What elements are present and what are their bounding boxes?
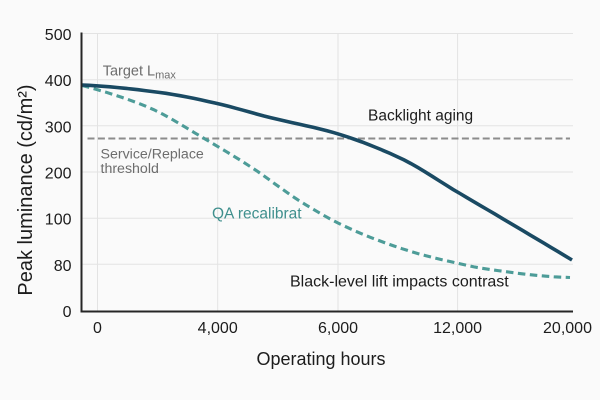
svg-text:500: 500 <box>45 27 72 44</box>
svg-text:6,000: 6,000 <box>318 320 358 337</box>
svg-text:threshold: threshold <box>101 161 159 177</box>
svg-text:12,000: 12,000 <box>433 320 482 337</box>
svg-text:200: 200 <box>45 166 72 183</box>
svg-text:80: 80 <box>54 258 72 275</box>
svg-text:QA recalibrat: QA recalibrat <box>212 206 302 223</box>
svg-text:0: 0 <box>93 320 102 337</box>
svg-text:Black-level lift impacts contr: Black-level lift impacts contrast <box>290 274 509 291</box>
svg-text:0: 0 <box>63 304 72 321</box>
svg-text:Peak luminance (cd/m²): Peak luminance (cd/m²) <box>15 84 37 295</box>
svg-text:Backlight aging: Backlight aging <box>368 108 473 125</box>
svg-text:Operating hours: Operating hours <box>256 349 385 369</box>
svg-text:100: 100 <box>45 212 72 229</box>
svg-text:4,000: 4,000 <box>198 320 238 337</box>
svg-text:20,000: 20,000 <box>543 320 592 337</box>
svg-text:300: 300 <box>45 119 72 136</box>
svg-text:Service/Replace: Service/Replace <box>101 147 204 163</box>
svg-text:400: 400 <box>45 73 72 90</box>
